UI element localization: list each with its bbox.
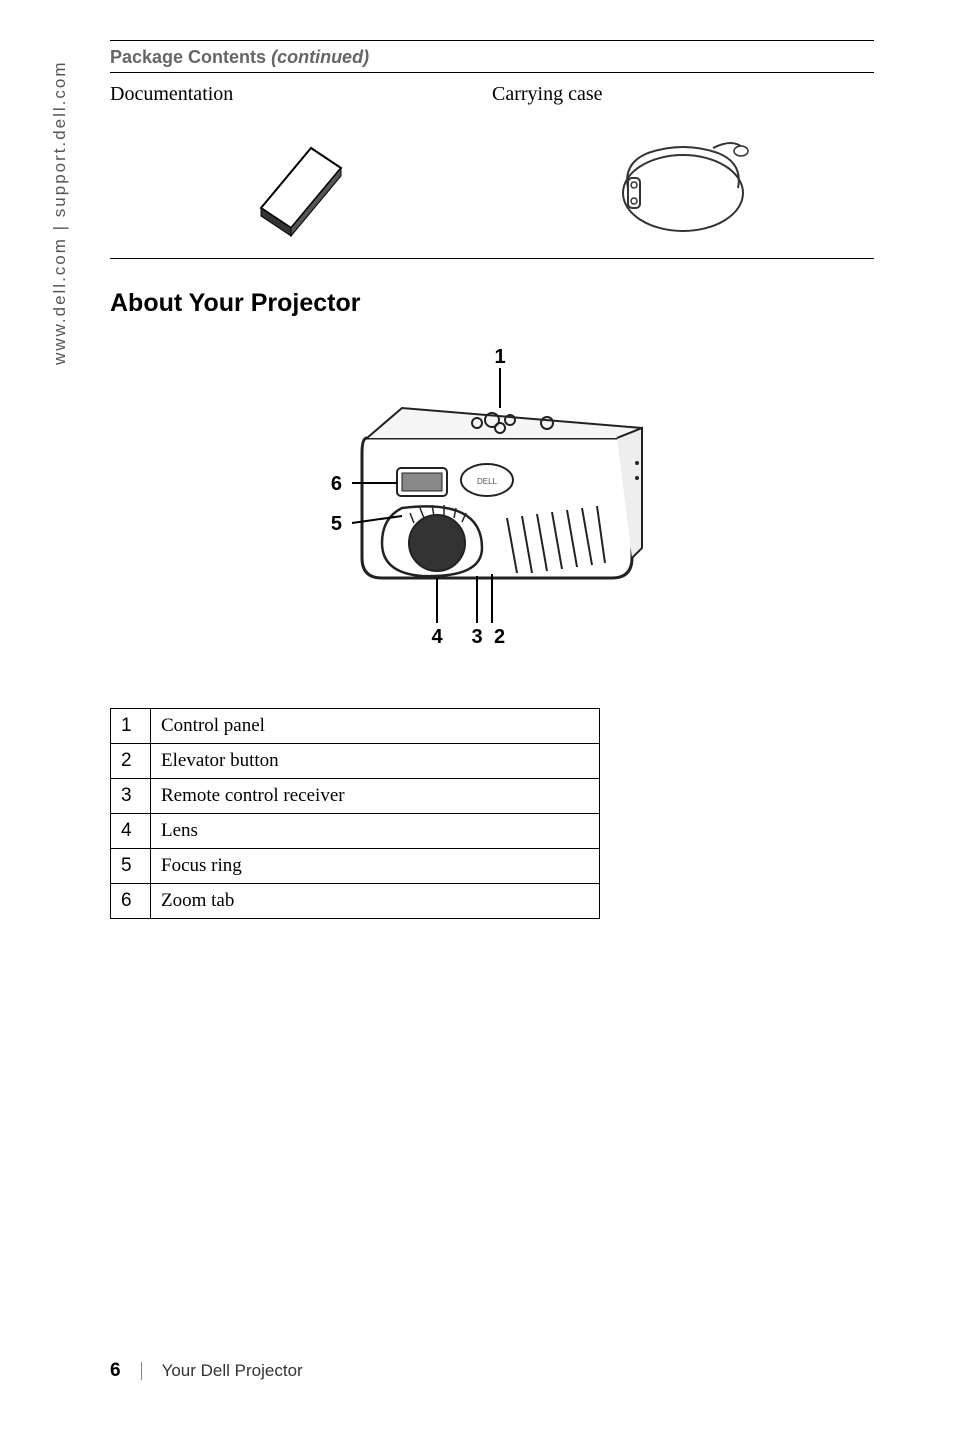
- package-contents-heading: Package Contents (continued): [110, 47, 874, 68]
- table-row: 2Elevator button: [111, 744, 600, 779]
- table-row: 6Zoom tab: [111, 884, 600, 919]
- footer: 6 Your Dell Projector: [110, 1360, 303, 1382]
- part-number: 6: [111, 884, 151, 919]
- svg-text:DELL: DELL: [477, 477, 498, 486]
- heading-main: Package Contents: [110, 47, 266, 67]
- rule-bottom: [110, 258, 874, 259]
- documentation-image: [110, 118, 492, 248]
- carrying-case-image: [492, 118, 874, 248]
- rule-sub: [110, 72, 874, 73]
- table-row: 5Focus ring: [111, 849, 600, 884]
- footer-divider: [141, 1362, 142, 1380]
- sidebar-url: www.dell.com | support.dell.com: [50, 60, 70, 365]
- part-description: Focus ring: [151, 849, 600, 884]
- callout-6: 6: [331, 473, 342, 495]
- part-description: Remote control receiver: [151, 779, 600, 814]
- part-description: Control panel: [151, 709, 600, 744]
- part-description: Lens: [151, 814, 600, 849]
- table-row: 4Lens: [111, 814, 600, 849]
- part-number: 5: [111, 849, 151, 884]
- callout-2: 2: [494, 626, 505, 648]
- part-description: Elevator button: [151, 744, 600, 779]
- callout-5: 5: [331, 513, 342, 535]
- callout-3: 3: [471, 626, 482, 648]
- part-number: 4: [111, 814, 151, 849]
- documentation-label: Documentation: [110, 83, 492, 106]
- carrying-case-label: Carrying case: [492, 83, 874, 106]
- part-description: Zoom tab: [151, 884, 600, 919]
- footer-label: Your Dell Projector: [162, 1361, 303, 1381]
- part-number: 3: [111, 779, 151, 814]
- table-row: 1Control panel: [111, 709, 600, 744]
- rule-top: [110, 40, 874, 41]
- part-number: 2: [111, 744, 151, 779]
- page-number: 6: [110, 1360, 121, 1382]
- table-row: 3Remote control receiver: [111, 779, 600, 814]
- parts-table: 1Control panel2Elevator button3Remote co…: [110, 708, 600, 919]
- callout-1: 1: [494, 348, 505, 368]
- projector-figure: DELL: [110, 348, 874, 648]
- about-projector-heading: About Your Projector: [110, 289, 874, 318]
- callout-4: 4: [431, 626, 443, 648]
- heading-continued: (continued): [271, 47, 369, 67]
- part-number: 1: [111, 709, 151, 744]
